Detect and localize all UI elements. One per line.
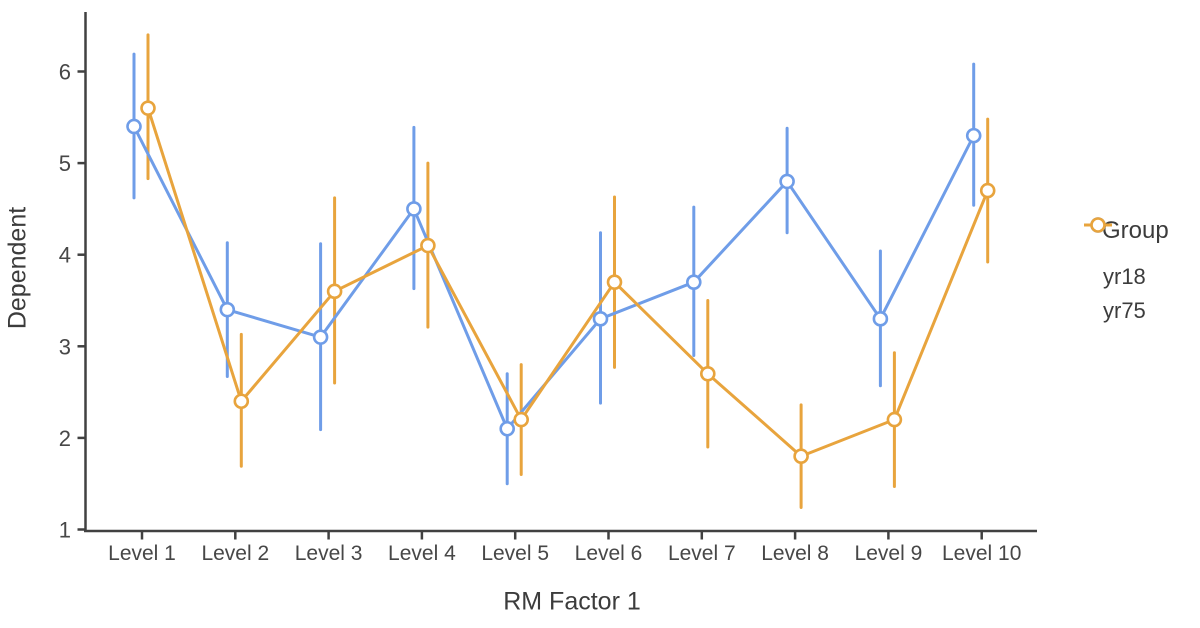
legend-item-yr75: yr75 [1084, 217, 1169, 328]
legend: Group yr18 yr75 [1084, 215, 1169, 328]
legend-title: Group [1102, 217, 1169, 244]
data-point-yr18 [872, 311, 889, 327]
y-tick-label: 4 [59, 243, 71, 268]
x-tick-label: Level 1 [108, 542, 176, 565]
data-point-yr18 [406, 201, 422, 217]
data-point-yr75 [140, 100, 156, 116]
data-point-yr18 [965, 127, 982, 144]
data-point-yr75 [606, 274, 623, 290]
data-point-yr18 [126, 118, 142, 135]
series-line-yr75 [146, 107, 990, 458]
x-tick-label: Level 7 [668, 542, 736, 565]
data-point-yr75 [793, 448, 809, 465]
x-tick-label: Level 4 [388, 542, 456, 565]
series-line-yr18 [132, 125, 976, 431]
data-point-yr18 [499, 420, 516, 437]
legend-key-yr75-icon [1084, 217, 1112, 233]
x-tick-label: Level 8 [761, 542, 829, 565]
data-point-yr18 [592, 311, 609, 327]
legend-item-yr18: yr18 [1084, 217, 1169, 294]
x-tick-label: Level 10 [942, 542, 1021, 565]
y-tick-label: 1 [59, 518, 71, 543]
y-tick-label: 5 [59, 151, 71, 176]
data-point-yr18 [219, 301, 236, 318]
legend-label-yr75: yr75 [1103, 298, 1146, 323]
data-point-yr75 [233, 393, 250, 410]
data-point-yr75 [979, 182, 996, 199]
y-tick-label: 2 [59, 426, 71, 451]
x-axis-title: RM Factor 1 [503, 587, 641, 616]
data-point-yr75 [326, 283, 343, 300]
x-tick-label: Level 3 [295, 542, 363, 565]
data-point-yr75 [886, 411, 903, 428]
y-axis-title: Dependent [3, 206, 32, 330]
legend-label-yr18: yr18 [1103, 264, 1146, 289]
x-tick-label: Level 6 [575, 542, 643, 565]
x-tick-label: Level 2 [201, 542, 269, 565]
y-tick-label: 6 [59, 60, 71, 85]
data-point-yr75 [420, 237, 436, 254]
data-point-yr18 [312, 329, 329, 345]
data-point-yr75 [699, 365, 716, 382]
x-tick-label: Level 9 [855, 542, 923, 565]
data-point-yr75 [513, 411, 530, 428]
x-tick-label: Level 5 [481, 542, 549, 565]
data-point-yr18 [685, 274, 702, 290]
y-tick-label: 3 [59, 334, 71, 359]
data-point-yr18 [779, 173, 795, 190]
